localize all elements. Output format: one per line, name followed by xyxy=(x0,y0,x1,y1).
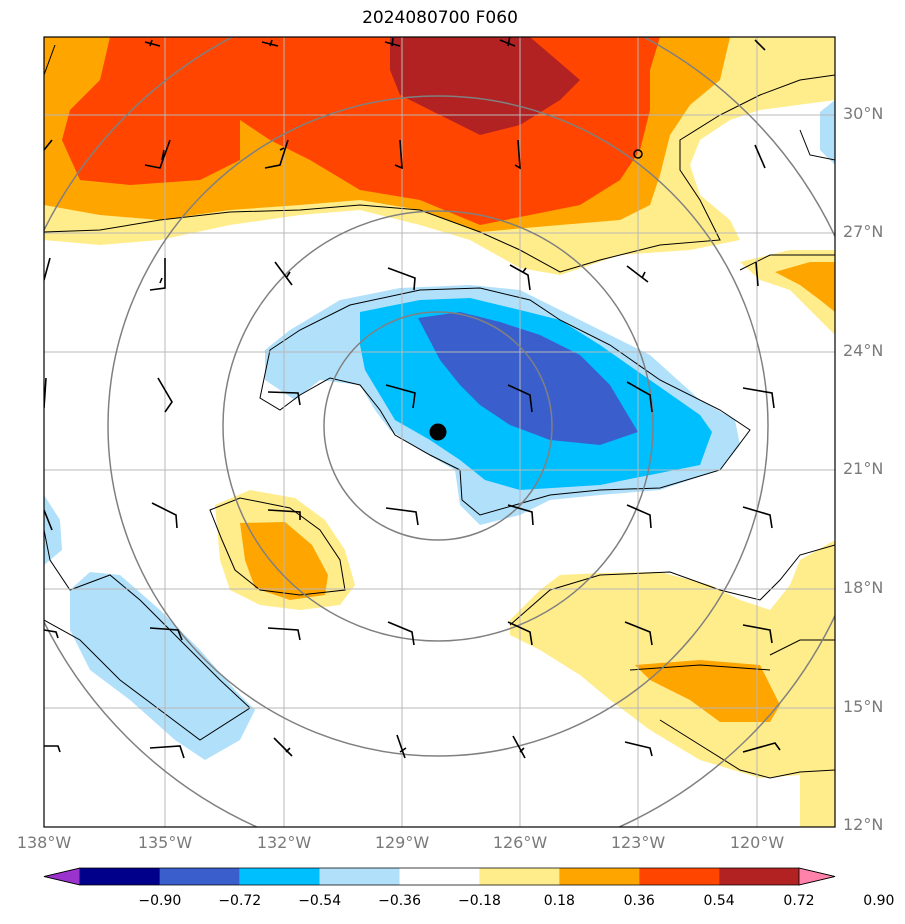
colorbar-cell xyxy=(559,868,640,885)
colorbar-extend-high xyxy=(798,867,836,886)
colorbar xyxy=(43,867,836,886)
lon-label-120w: 120°W xyxy=(729,833,785,852)
lat-label-27n: 27°N xyxy=(843,222,884,241)
colorbar-tick-label: 0.72 xyxy=(783,893,815,909)
storm-center-marker xyxy=(429,423,447,441)
lat-label-21n: 21°N xyxy=(843,459,884,478)
lon-label-129w: 129°W xyxy=(374,833,430,852)
lat-label-18n: 18°N xyxy=(843,578,884,597)
colorbar-extend-low xyxy=(43,867,81,886)
map-title: 2024080700 F060 xyxy=(362,8,518,28)
colorbar-cell xyxy=(159,868,240,885)
small-circle-marker xyxy=(633,149,643,159)
colorbar-tick-label: −0.36 xyxy=(378,893,421,909)
lon-label-132w: 132°W xyxy=(256,833,312,852)
colorbar-cell xyxy=(719,868,799,885)
colorbar-tick-label: 0.36 xyxy=(623,893,655,909)
positive-anomaly-se-054 xyxy=(635,660,780,722)
negative-anomaly-west-018 xyxy=(44,495,62,565)
lon-label-135w: 135°W xyxy=(137,833,193,852)
lon-label-138w: 138°W xyxy=(16,833,72,852)
lat-label-24n: 24°N xyxy=(843,341,884,360)
colorbar-tick-label: 0.90 xyxy=(863,893,895,909)
colorbar-tick-label: −0.90 xyxy=(138,893,182,909)
negative-anomaly-center-054 xyxy=(418,312,638,445)
positive-anomaly-east-054 xyxy=(775,262,835,312)
colorbar-tick-label: 0.54 xyxy=(703,893,735,909)
colorbar-cell xyxy=(239,868,320,885)
colorbar-cell xyxy=(319,868,400,885)
colorbar-cell xyxy=(479,868,560,885)
colorbar-tick-label: −0.54 xyxy=(298,893,342,909)
lat-label-12n: 12°N xyxy=(843,815,884,834)
negative-anomaly-sw-018 xyxy=(70,572,255,760)
lon-label-123w: 123°W xyxy=(610,833,666,852)
colorbar-cell xyxy=(399,868,480,885)
colorbar-cell xyxy=(80,868,160,885)
map-plot xyxy=(43,36,836,828)
wind-barbs xyxy=(44,37,781,759)
colorbar-tick-label: 0.18 xyxy=(543,893,575,909)
colorbar-tick-label: −0.18 xyxy=(457,893,501,909)
colorbar-tick-label: −0.72 xyxy=(218,893,262,909)
lat-label-30n: 30°N xyxy=(843,104,884,123)
lon-label-126w: 126°W xyxy=(492,833,548,852)
lat-label-15n: 15°N xyxy=(843,697,884,716)
colorbar-cell xyxy=(639,868,720,885)
positive-anomaly-east-edge xyxy=(820,100,835,165)
